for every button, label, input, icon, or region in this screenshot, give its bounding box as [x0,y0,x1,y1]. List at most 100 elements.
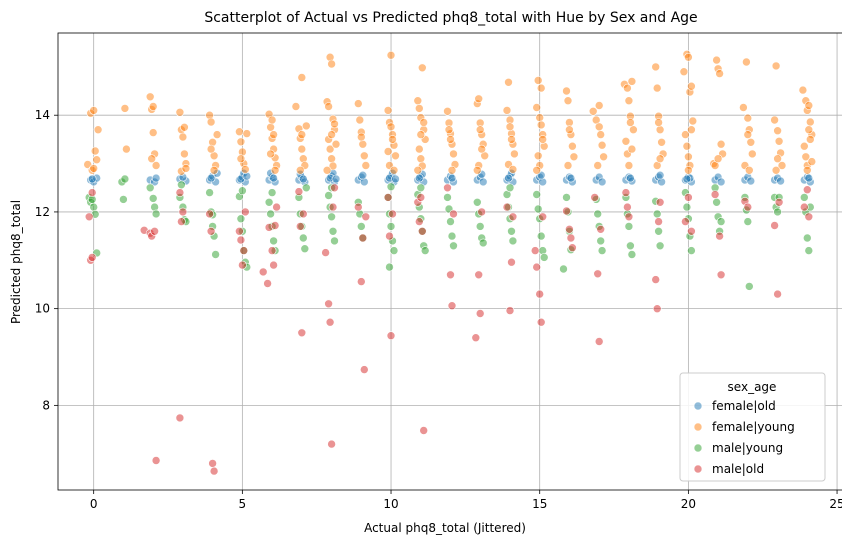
data-point [682,202,692,212]
data-point [533,204,543,214]
y-tick-label: 10 [35,302,50,316]
data-point [773,154,782,163]
chart-title: Scatterplot of Actual vs Predicted phq8_… [204,10,697,26]
data-point [269,130,278,139]
data-point [477,144,487,154]
data-point [802,233,812,243]
data-point [623,202,632,212]
data-point [712,55,721,65]
data-point [744,166,754,175]
data-point [478,177,488,187]
data-point [594,337,604,346]
x-tick-label: 15 [532,497,547,511]
data-point [356,222,366,231]
data-point [235,227,244,236]
data-point [359,151,369,161]
data-point [746,176,756,186]
data-point [87,174,97,184]
x-tick-label: 10 [383,497,398,511]
data-point [743,113,753,123]
data-point [593,269,603,279]
data-point [205,188,214,197]
data-point [148,194,158,203]
data-point [386,331,396,341]
data-point [593,161,603,170]
data-point [562,206,571,216]
data-point [420,246,430,255]
data-point [474,94,484,104]
data-point [417,63,427,73]
data-point [535,113,545,122]
data-point [594,101,604,110]
data-point [327,59,336,69]
data-point [655,125,665,134]
data-point [568,243,577,252]
data-point [657,138,666,147]
data-point [353,99,363,108]
data-point [507,227,516,236]
x-tick-label: 25 [829,497,842,511]
data-point [771,166,781,175]
data-point [385,231,394,241]
data-point [414,144,424,154]
data-point [264,198,274,207]
data-point [295,166,305,175]
data-point [416,193,426,202]
data-point [413,166,423,175]
data-point [298,233,308,243]
data-point [263,279,272,288]
data-point [798,85,808,95]
data-point [654,217,663,226]
data-point [90,146,100,156]
data-point [358,139,368,149]
data-points [83,49,817,476]
data-point [325,317,335,327]
data-point [416,183,426,193]
data-point [92,155,101,164]
data-point [267,246,277,255]
data-point [242,129,252,138]
data-point [386,50,396,60]
y-axis-label: Predicted phq8_total [9,200,23,324]
data-point [623,83,632,93]
data-point [327,439,336,449]
data-point [536,120,546,130]
data-point [238,186,247,195]
data-point [687,125,696,134]
data-point [538,135,548,144]
data-point [327,130,336,139]
data-point [444,125,454,134]
data-point [715,231,724,241]
data-point [597,246,607,255]
data-point [475,125,485,134]
data-point [324,191,333,200]
data-point [471,333,481,343]
data-point [536,317,546,327]
data-point [328,202,338,212]
data-point [504,173,513,183]
data-point [684,52,693,62]
data-point [532,166,542,175]
data-point [331,174,341,184]
data-point [621,188,631,197]
data-point [596,130,606,139]
data-point [181,164,191,173]
data-point [684,193,693,202]
data-point [297,73,307,82]
data-point [236,214,246,223]
data-point [298,209,308,219]
data-point [532,262,542,272]
legend-entry: male|young [712,441,783,455]
data-point [119,195,128,204]
data-point [209,166,219,175]
data-point [508,165,518,174]
data-point [416,154,426,163]
data-point [563,96,573,105]
data-point [447,231,457,241]
data-point [151,173,161,183]
data-point [236,154,246,163]
data-point [626,173,635,183]
data-point [655,241,665,251]
data-point [627,77,637,86]
data-point [569,152,579,162]
